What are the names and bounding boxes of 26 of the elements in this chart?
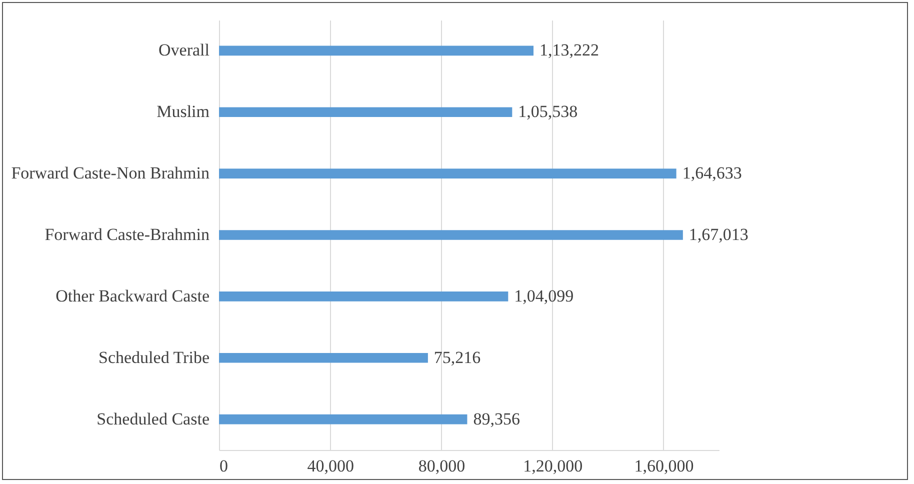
data-label: 1,04,099 [514,286,574,306]
x-tick-label: 1,20,000 [523,456,583,476]
x-tick-label: 40,000 [307,456,354,476]
y-tick-label: Scheduled Tribe [98,348,210,367]
x-tick-label: 1,60,000 [634,456,694,476]
data-label: 1,13,222 [540,40,600,60]
y-tick-label: Other Backward Caste [56,286,210,306]
y-tick-label: Scheduled Caste [96,409,210,428]
bar [219,168,676,178]
bar [219,292,508,302]
x-tick-label: 0 [220,456,228,476]
y-tick-label: Muslim [156,102,210,122]
bar [219,46,534,56]
data-label: 1,05,538 [518,102,578,122]
data-label: 1,67,013 [688,225,748,244]
data-label: 1,64,633 [682,164,742,183]
bar [219,107,512,118]
data-label: 75,216 [434,348,481,367]
bar [219,230,683,240]
y-tick-label: Forward Caste-Non Brahmin [11,164,210,183]
y-tick-label: Forward Caste-Brahmin [44,225,210,244]
bar [219,352,428,363]
bar [219,414,468,424]
y-tick-label: Overall [158,40,210,60]
x-tick-label: 80,000 [418,456,466,476]
data-label: 89,356 [473,409,520,428]
